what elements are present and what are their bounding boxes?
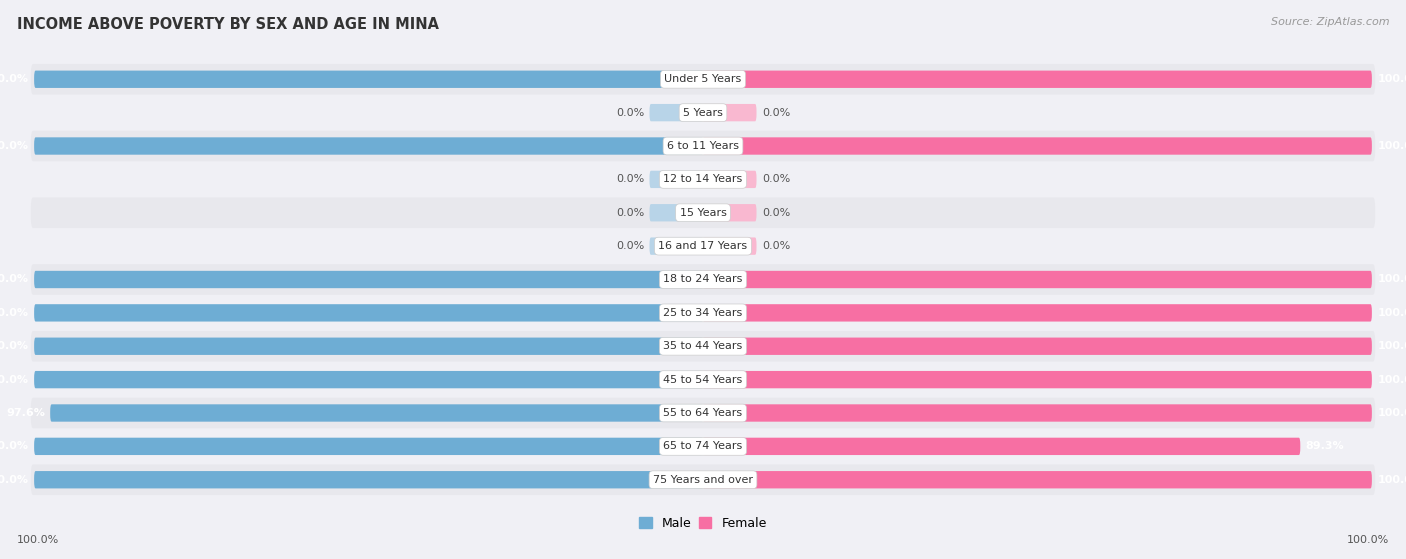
- FancyBboxPatch shape: [34, 438, 703, 455]
- FancyBboxPatch shape: [34, 271, 703, 288]
- Text: 0.0%: 0.0%: [762, 108, 790, 117]
- FancyBboxPatch shape: [650, 238, 703, 255]
- Text: 100.0%: 100.0%: [0, 141, 28, 151]
- Text: 55 to 64 Years: 55 to 64 Years: [664, 408, 742, 418]
- Text: 100.0%: 100.0%: [0, 341, 28, 351]
- Text: 18 to 24 Years: 18 to 24 Years: [664, 274, 742, 285]
- Text: 100.0%: 100.0%: [1378, 74, 1406, 84]
- Text: INCOME ABOVE POVERTY BY SEX AND AGE IN MINA: INCOME ABOVE POVERTY BY SEX AND AGE IN M…: [17, 17, 439, 32]
- FancyBboxPatch shape: [31, 397, 1375, 428]
- Text: 89.3%: 89.3%: [1306, 442, 1344, 451]
- FancyBboxPatch shape: [703, 404, 1372, 421]
- FancyBboxPatch shape: [34, 471, 703, 489]
- Text: 15 Years: 15 Years: [679, 208, 727, 218]
- FancyBboxPatch shape: [31, 264, 1375, 295]
- Text: 0.0%: 0.0%: [762, 208, 790, 218]
- Text: 100.0%: 100.0%: [1378, 408, 1406, 418]
- FancyBboxPatch shape: [703, 304, 1372, 321]
- FancyBboxPatch shape: [650, 170, 703, 188]
- Text: 12 to 14 Years: 12 to 14 Years: [664, 174, 742, 184]
- Text: 97.6%: 97.6%: [6, 408, 45, 418]
- Text: 100.0%: 100.0%: [17, 535, 59, 545]
- FancyBboxPatch shape: [650, 204, 703, 221]
- FancyBboxPatch shape: [31, 131, 1375, 162]
- Text: Source: ZipAtlas.com: Source: ZipAtlas.com: [1271, 17, 1389, 27]
- Text: 0.0%: 0.0%: [616, 241, 644, 251]
- FancyBboxPatch shape: [34, 338, 703, 355]
- FancyBboxPatch shape: [703, 438, 1301, 455]
- FancyBboxPatch shape: [703, 271, 1372, 288]
- FancyBboxPatch shape: [31, 164, 1375, 195]
- Text: 0.0%: 0.0%: [616, 208, 644, 218]
- FancyBboxPatch shape: [703, 204, 756, 221]
- FancyBboxPatch shape: [703, 138, 1372, 155]
- FancyBboxPatch shape: [34, 304, 703, 321]
- Legend: Male, Female: Male, Female: [634, 512, 772, 535]
- Text: 100.0%: 100.0%: [0, 375, 28, 385]
- Text: 5 Years: 5 Years: [683, 108, 723, 117]
- FancyBboxPatch shape: [31, 465, 1375, 495]
- Text: 100.0%: 100.0%: [0, 308, 28, 318]
- FancyBboxPatch shape: [34, 138, 703, 155]
- FancyBboxPatch shape: [703, 104, 756, 121]
- Text: 100.0%: 100.0%: [1378, 308, 1406, 318]
- FancyBboxPatch shape: [31, 331, 1375, 362]
- Text: 100.0%: 100.0%: [1378, 475, 1406, 485]
- Text: 0.0%: 0.0%: [762, 174, 790, 184]
- Text: 25 to 34 Years: 25 to 34 Years: [664, 308, 742, 318]
- Text: 35 to 44 Years: 35 to 44 Years: [664, 341, 742, 351]
- FancyBboxPatch shape: [703, 471, 1372, 489]
- Text: 100.0%: 100.0%: [1378, 141, 1406, 151]
- Text: 16 and 17 Years: 16 and 17 Years: [658, 241, 748, 251]
- FancyBboxPatch shape: [34, 371, 703, 389]
- Text: 100.0%: 100.0%: [1347, 535, 1389, 545]
- FancyBboxPatch shape: [31, 64, 1375, 94]
- Text: 75 Years and over: 75 Years and over: [652, 475, 754, 485]
- FancyBboxPatch shape: [31, 431, 1375, 462]
- FancyBboxPatch shape: [703, 170, 756, 188]
- Text: 0.0%: 0.0%: [616, 108, 644, 117]
- Text: 100.0%: 100.0%: [1378, 274, 1406, 285]
- Text: 0.0%: 0.0%: [762, 241, 790, 251]
- FancyBboxPatch shape: [31, 197, 1375, 228]
- Text: 100.0%: 100.0%: [0, 475, 28, 485]
- FancyBboxPatch shape: [703, 238, 756, 255]
- FancyBboxPatch shape: [650, 104, 703, 121]
- Text: 6 to 11 Years: 6 to 11 Years: [666, 141, 740, 151]
- Text: 100.0%: 100.0%: [0, 74, 28, 84]
- Text: 100.0%: 100.0%: [0, 442, 28, 451]
- FancyBboxPatch shape: [703, 70, 1372, 88]
- FancyBboxPatch shape: [703, 371, 1372, 389]
- FancyBboxPatch shape: [703, 338, 1372, 355]
- FancyBboxPatch shape: [31, 297, 1375, 328]
- Text: Under 5 Years: Under 5 Years: [665, 74, 741, 84]
- FancyBboxPatch shape: [51, 404, 703, 421]
- Text: 100.0%: 100.0%: [1378, 375, 1406, 385]
- Text: 65 to 74 Years: 65 to 74 Years: [664, 442, 742, 451]
- Text: 100.0%: 100.0%: [0, 274, 28, 285]
- FancyBboxPatch shape: [34, 70, 703, 88]
- Text: 45 to 54 Years: 45 to 54 Years: [664, 375, 742, 385]
- FancyBboxPatch shape: [31, 97, 1375, 128]
- FancyBboxPatch shape: [31, 364, 1375, 395]
- FancyBboxPatch shape: [31, 231, 1375, 262]
- Text: 100.0%: 100.0%: [1378, 341, 1406, 351]
- Text: 0.0%: 0.0%: [616, 174, 644, 184]
